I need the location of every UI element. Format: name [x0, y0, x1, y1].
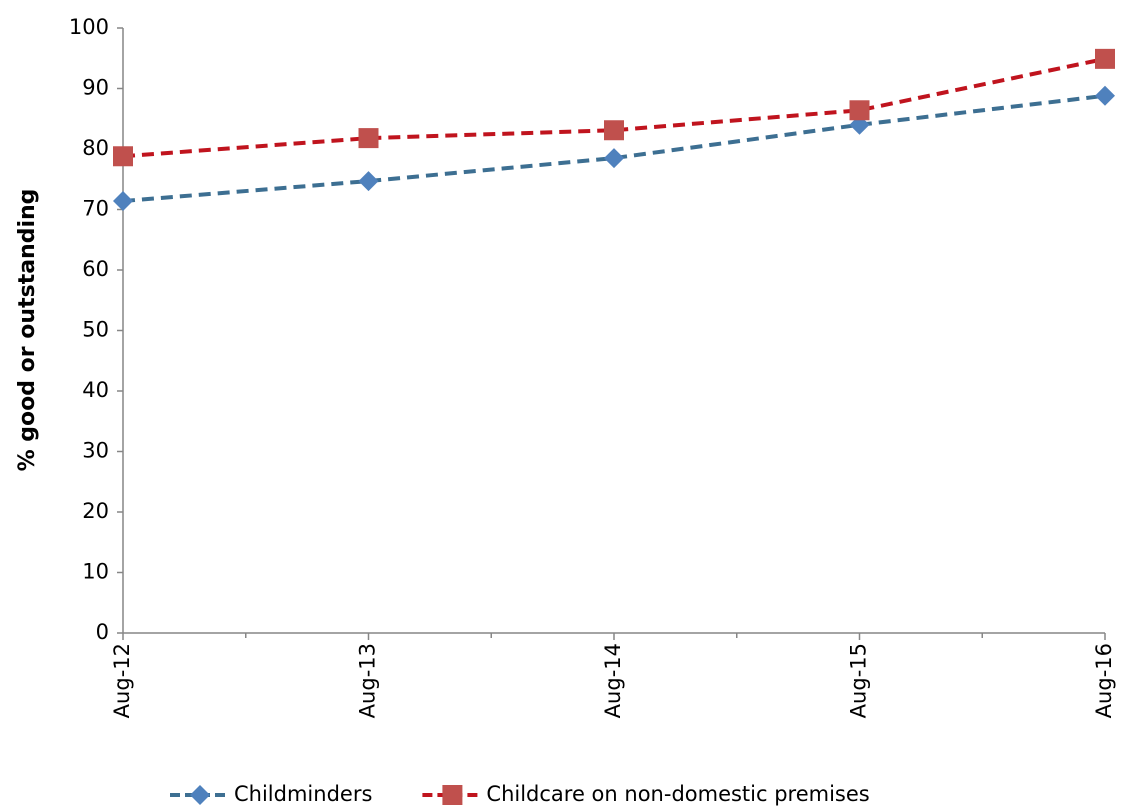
- legend-marker: [190, 785, 210, 805]
- y-tick-label: 100: [69, 15, 109, 39]
- y-tick-label: 30: [82, 439, 109, 463]
- point: [358, 128, 379, 149]
- point: [113, 146, 133, 167]
- x-tick-label: Aug-13: [356, 643, 380, 718]
- point: [849, 100, 870, 121]
- y-tick-label: 60: [82, 257, 109, 281]
- y-tick-label: 0: [96, 620, 109, 644]
- y-tick-label: 70: [82, 197, 109, 221]
- legend-marker: [442, 785, 463, 805]
- x-tick-label: Aug-16: [1092, 643, 1116, 718]
- x-tick-label: Aug-12: [110, 643, 134, 718]
- point: [604, 120, 624, 141]
- y-tick-label: 20: [82, 499, 109, 523]
- point: [1095, 85, 1115, 106]
- point: [358, 171, 379, 192]
- y-tick-label: 80: [82, 136, 109, 160]
- point: [113, 191, 133, 212]
- legend-item: Childcare on non-domestic premises: [422, 782, 870, 806]
- legend-item: Childminders: [170, 782, 372, 806]
- legend-label: Childminders: [234, 782, 372, 806]
- legend-label: Childcare on non-domestic premises: [486, 782, 869, 806]
- y-tick-label: 90: [82, 76, 109, 100]
- y-axis-label: % good or outstanding: [15, 189, 40, 472]
- point: [1095, 48, 1115, 69]
- y-tick-label: 40: [82, 378, 109, 402]
- y-tick-label: 50: [82, 318, 109, 342]
- y-tick-label: 10: [82, 560, 109, 584]
- series-line: [122, 56, 1106, 159]
- series-line: [122, 93, 1106, 204]
- x-tick-label: Aug-15: [847, 643, 871, 718]
- x-tick-label: Aug-14: [601, 643, 625, 718]
- point: [604, 148, 624, 169]
